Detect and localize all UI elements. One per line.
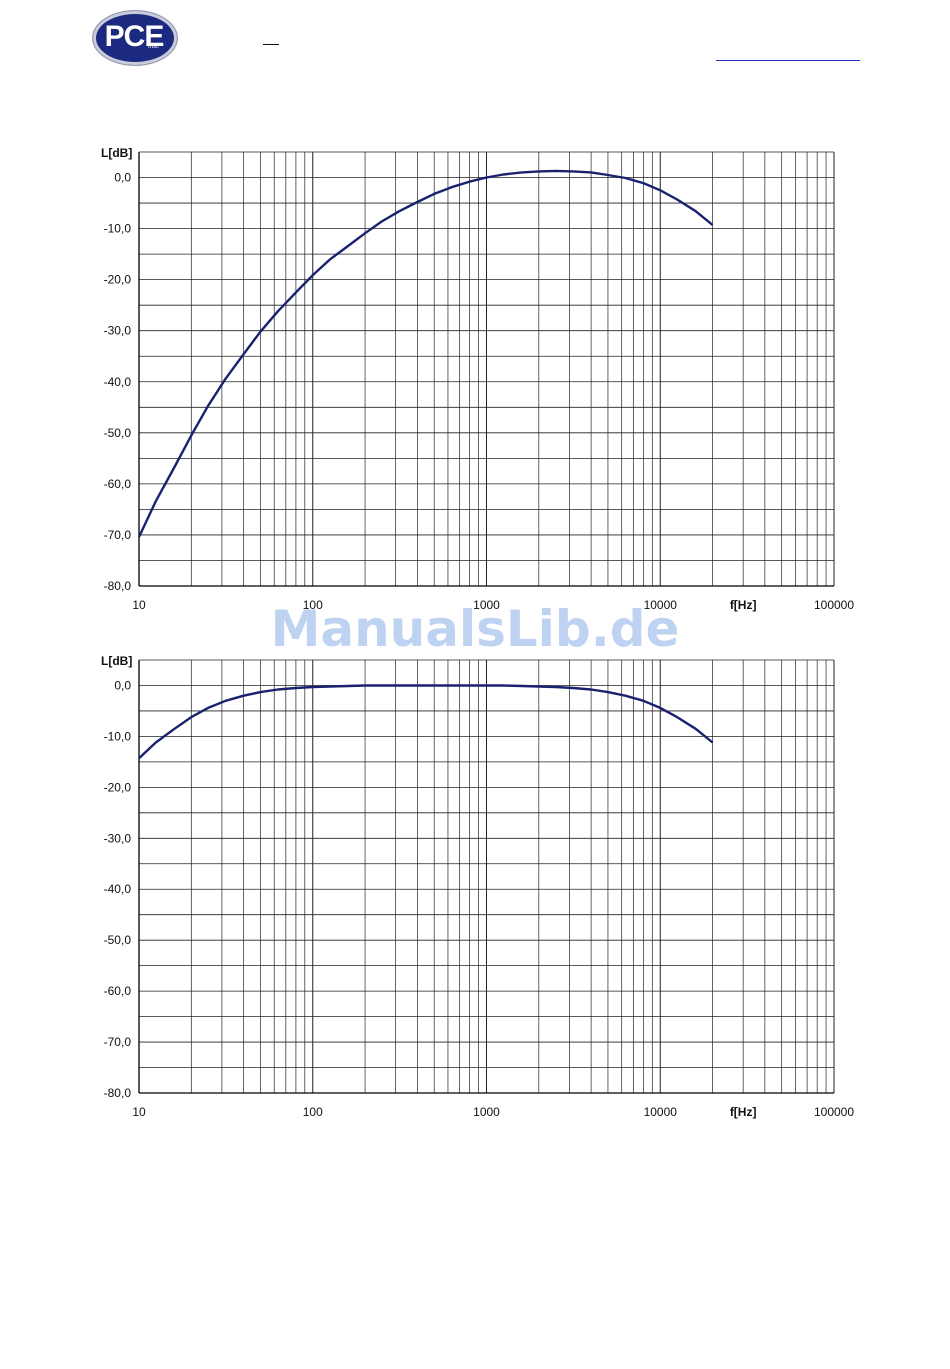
y-tick-label: -20,0 [104, 273, 132, 287]
header-dash [263, 44, 279, 45]
logo-oval [92, 10, 178, 66]
x-tick-label: 100 [303, 1105, 323, 1119]
header-link-underline[interactable] [716, 60, 860, 61]
series-line [137, 169, 714, 538]
pce-logo: PCE Inst. [92, 10, 178, 66]
x-tick-label: 100 [303, 598, 323, 612]
x-tick-label: 1000 [473, 598, 500, 612]
watermark: ManualsLib.de [270, 600, 680, 658]
y-tick-label: -50,0 [104, 933, 132, 947]
y-axis-label: L[dB] [101, 146, 132, 160]
y-tick-label: -20,0 [104, 780, 132, 794]
x-tick-label: 10000 [644, 598, 678, 612]
logo-subtext: Inst. [148, 44, 160, 50]
y-tick-label: -30,0 [104, 324, 132, 338]
y-tick-label: -70,0 [104, 1035, 132, 1049]
y-tick-label: -30,0 [104, 831, 132, 845]
y-tick-label: -10,0 [104, 222, 132, 236]
y-tick-label: 0,0 [114, 678, 131, 692]
y-tick-label: -70,0 [104, 528, 132, 542]
x-tick-label: 10000 [644, 1105, 678, 1119]
y-tick-label: 0,0 [114, 171, 131, 185]
y-tick-label: -60,0 [104, 477, 132, 491]
frequency-response-chart-a: 0,0 -10,0 -20,0 -30,0 -40,0 -50,0 -60,0 -70,0 -8… [101, 146, 854, 612]
x-axis-label: f[Hz] [730, 1105, 757, 1119]
y-tick-label: -10,0 [104, 729, 132, 743]
x-tick-label: 10 [132, 598, 146, 612]
y-tick-label: -80,0 [104, 1086, 132, 1100]
y-axis-label: L[dB] [101, 654, 132, 668]
x-tick-label: 100000 [814, 598, 854, 612]
frequency-response-chart-c: 0,0 -10,0 -20,0 -30,0 -40,0 -50,0 -60,0 -70,0 -8… [101, 654, 854, 1119]
y-tick-label: -40,0 [104, 882, 132, 896]
y-tick-label: -50,0 [104, 426, 132, 440]
logo-text: PCE [104, 20, 165, 53]
x-axis-label: f[Hz] [730, 598, 757, 612]
x-tick-label: 1000 [473, 1105, 500, 1119]
x-tick-label: 100000 [814, 1105, 854, 1119]
y-tick-label: -40,0 [104, 375, 132, 389]
y-tick-label: -60,0 [104, 984, 132, 998]
series-line [138, 684, 714, 760]
y-tick-label: -80,0 [104, 579, 132, 593]
x-tick-label: 10 [132, 1105, 146, 1119]
